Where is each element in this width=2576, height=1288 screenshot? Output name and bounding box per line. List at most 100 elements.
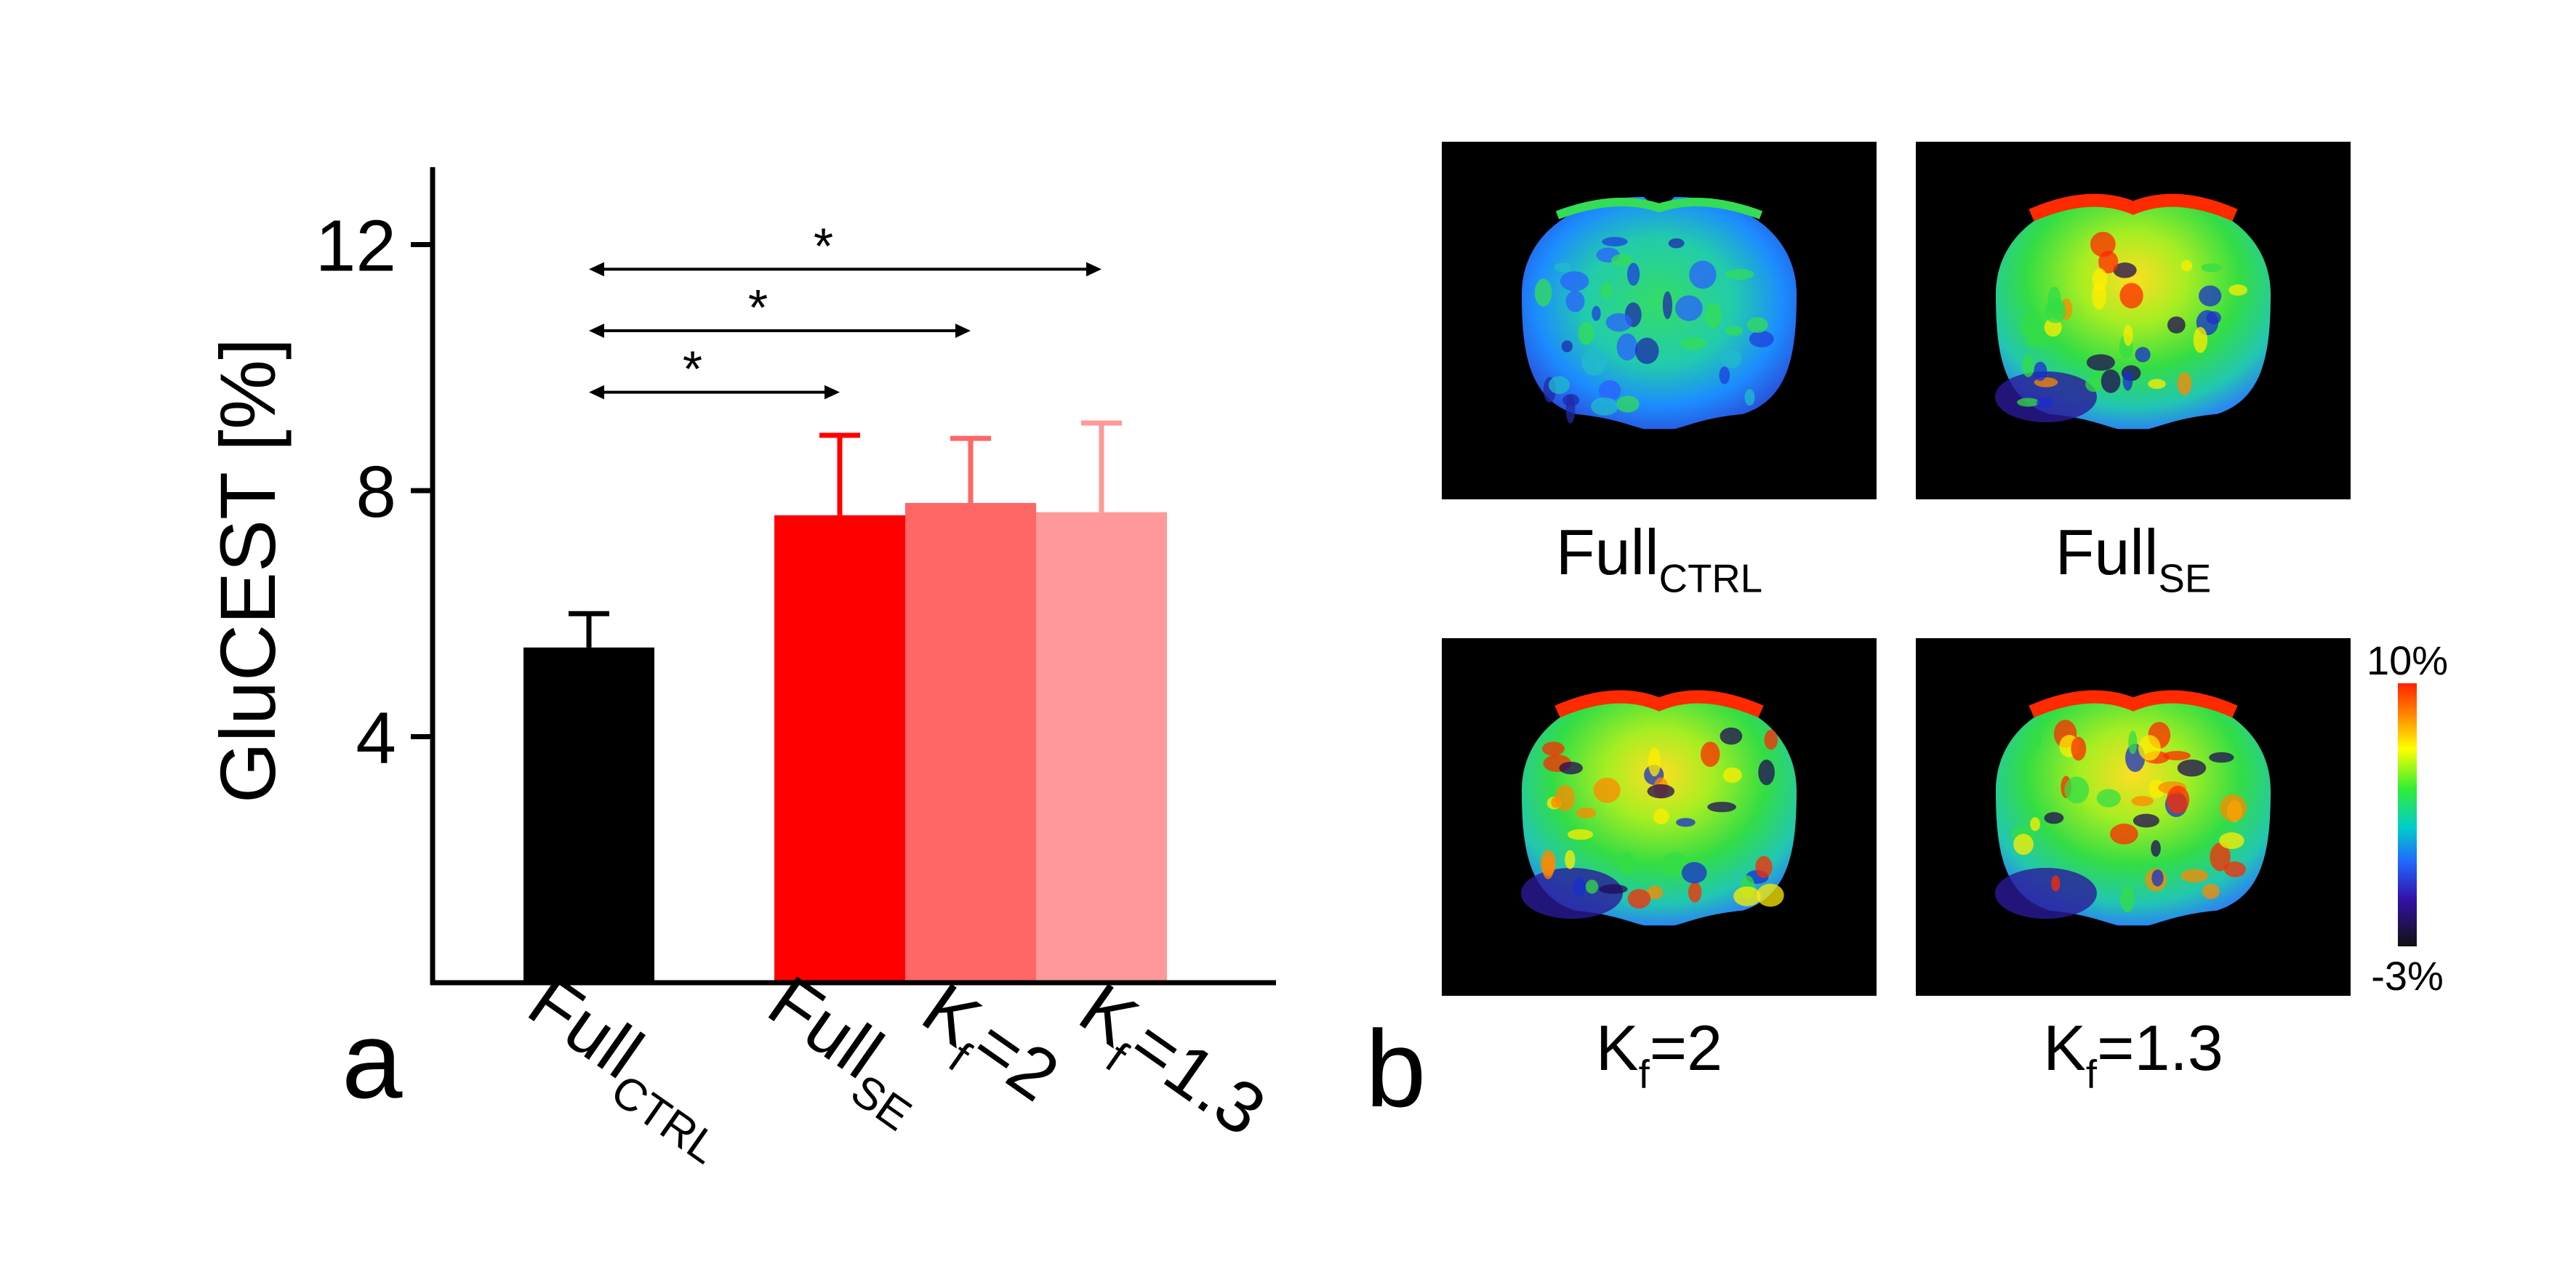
arrow-head xyxy=(1086,262,1102,277)
map-speckle xyxy=(1707,802,1737,813)
map-speckle xyxy=(1722,767,1742,784)
colorbar xyxy=(2398,683,2417,946)
bar xyxy=(774,515,905,983)
bar xyxy=(1036,512,1167,983)
map-speckle xyxy=(1662,291,1672,320)
map-speckle xyxy=(2163,751,2191,760)
map-speckle xyxy=(2123,325,2133,346)
map-speckle xyxy=(2090,231,2116,257)
map-speckle xyxy=(2086,354,2115,371)
map-speckle xyxy=(2044,812,2064,824)
map-speckle xyxy=(2151,840,2161,857)
bar xyxy=(523,647,654,983)
map-speckle xyxy=(1704,302,1722,329)
map-speckle xyxy=(2085,377,2103,393)
map-speckle xyxy=(2030,817,2041,832)
map-caption: FullCTRL xyxy=(1556,516,1762,601)
map-speckle xyxy=(1594,361,1605,372)
map-speckle xyxy=(2119,283,2143,309)
panel-label-b: b xyxy=(1365,1007,1426,1130)
map-speckle xyxy=(1591,397,1618,416)
map-speckle xyxy=(1719,366,1730,385)
bar xyxy=(905,502,1036,983)
map-speckle xyxy=(1602,237,1628,246)
map-speckle xyxy=(1600,282,1613,299)
map-speckle xyxy=(2135,347,2151,363)
brain-map xyxy=(1995,193,2271,430)
map-speckle xyxy=(1749,330,1774,347)
panel-label-a: a xyxy=(342,999,403,1121)
map-speckle xyxy=(1542,741,1565,756)
map-speckle xyxy=(1554,262,1572,273)
map-speckle xyxy=(1605,313,1632,332)
map-speckle xyxy=(2167,316,2186,334)
panel-a: 4 8 12 GluCEST [%] * * * FullCTRLFullSEKf=2Kf=1… xyxy=(204,167,1280,1174)
map-speckle xyxy=(1561,340,1573,353)
map-speckle xyxy=(2220,794,2247,822)
map-speckle xyxy=(2224,861,2246,877)
x-tick-label: Kf=2 xyxy=(900,967,1073,1129)
map-speckle xyxy=(1681,862,1707,884)
map-speckle xyxy=(2210,842,2231,872)
map-speckle xyxy=(1725,269,1754,280)
map-speckle xyxy=(2209,752,2234,763)
x-tick-label-group: FullCTRL xyxy=(506,960,753,1173)
colorbar-max-label: 10% xyxy=(2367,637,2448,683)
brain-map xyxy=(1995,690,2271,926)
map-speckle xyxy=(1568,829,1594,840)
map-speckle xyxy=(2199,285,2222,307)
map-speckle xyxy=(1555,784,1576,812)
map-speckle xyxy=(2034,361,2047,382)
map-speckle xyxy=(2138,735,2161,761)
map-speckle xyxy=(2206,311,2221,325)
map-speckle xyxy=(1758,760,1775,786)
map-speckle xyxy=(1675,295,1703,321)
dark-region xyxy=(1995,371,2097,422)
dark-region xyxy=(1521,868,1623,919)
map-speckle xyxy=(1534,278,1552,307)
map-speckle xyxy=(2132,813,2159,828)
significance-star: * xyxy=(683,341,702,398)
map-speckle xyxy=(2120,886,2135,913)
map-speckle xyxy=(1721,349,1742,369)
map-speckle xyxy=(2046,298,2065,315)
map-speckle xyxy=(1688,882,1702,903)
arrow-head xyxy=(824,385,840,400)
map-speckle xyxy=(2064,776,2090,804)
map-speckle xyxy=(1720,727,1743,745)
map-speckle xyxy=(1616,395,1640,413)
map-speckle xyxy=(1733,886,1761,906)
map-speckle xyxy=(2131,795,2154,807)
map-speckle xyxy=(2180,869,2209,883)
map-speckle xyxy=(2128,730,2138,754)
map-speckle xyxy=(2201,263,2222,273)
map-speckle xyxy=(1648,747,1661,777)
map-speckle xyxy=(2092,267,2108,291)
map-speckle xyxy=(1610,254,1632,267)
map-caption: Kf=1.3 xyxy=(2043,1012,2223,1097)
x-tick-label: FullCTRL xyxy=(506,960,753,1173)
significance-star: * xyxy=(814,217,833,274)
map-speckle xyxy=(2177,372,2192,395)
map-speckle xyxy=(1756,883,1784,907)
map-speckle xyxy=(1689,260,1717,289)
x-tick-label-group: Kf=2 xyxy=(900,967,1073,1129)
map-speckle xyxy=(1744,389,1755,406)
arrow-head xyxy=(589,323,604,338)
map-speckle xyxy=(2177,759,2207,777)
map-speckle xyxy=(1701,741,1720,768)
x-tick-label-group: FullSE xyxy=(754,960,920,1140)
y-tick-label: 4 xyxy=(356,698,396,779)
map-speckle xyxy=(1653,808,1669,825)
map-speckle xyxy=(1560,271,1589,291)
map-speckle xyxy=(2122,369,2133,391)
map-speckle xyxy=(1680,337,1706,350)
map-speckle xyxy=(1646,885,1664,900)
map-speckle xyxy=(1565,395,1576,424)
map-speckle xyxy=(2193,326,2208,353)
x-tick-label-group: Kf=1.3 xyxy=(1065,967,1280,1151)
map-speckle xyxy=(1585,880,1599,894)
map-speckle xyxy=(2110,824,2138,845)
significance-star: * xyxy=(748,279,768,336)
cortex-ridge xyxy=(1555,198,1763,220)
